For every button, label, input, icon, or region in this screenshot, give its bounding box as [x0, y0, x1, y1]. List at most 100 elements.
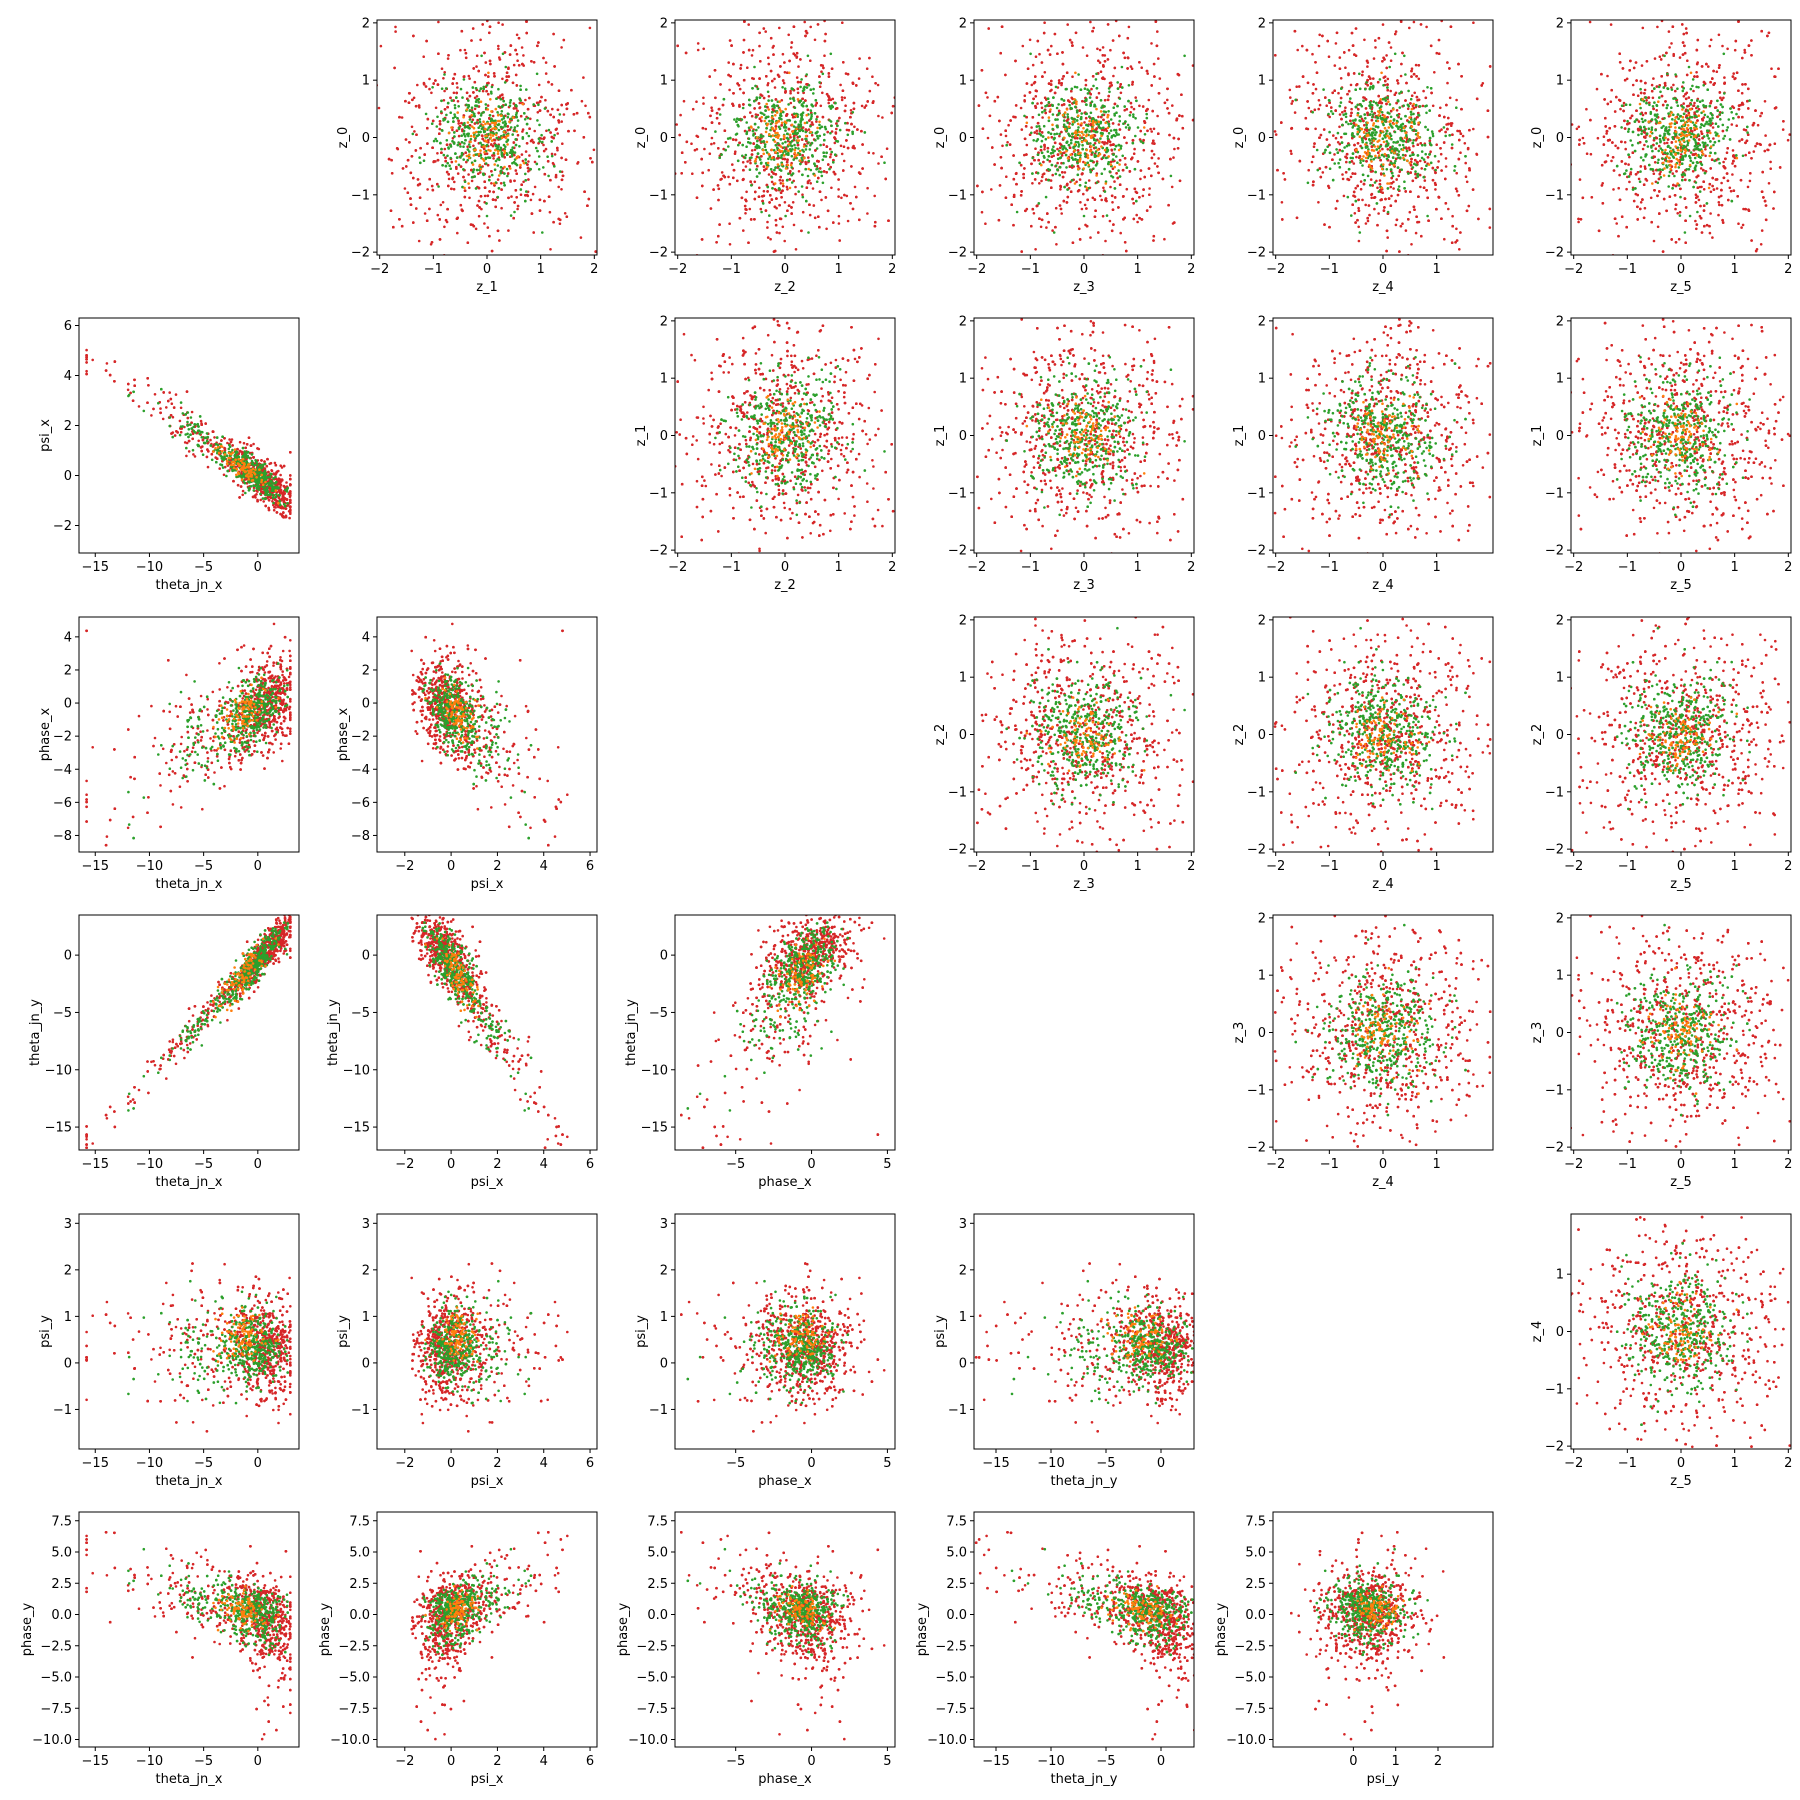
scatter-point	[471, 86, 475, 89]
scatter-point	[450, 160, 454, 164]
scatter-point	[825, 92, 829, 96]
scatter-point	[1085, 188, 1089, 192]
scatter-point	[516, 59, 519, 62]
scatter-point	[1060, 161, 1063, 165]
scatter-point	[1157, 132, 1160, 135]
scatter-point	[767, 157, 770, 161]
scatter-point	[810, 115, 813, 118]
scatter-point	[426, 188, 429, 191]
scatter-point	[435, 139, 439, 143]
scatter-point	[774, 122, 778, 125]
scatter-point	[693, 148, 697, 152]
scatter-point	[586, 204, 589, 207]
scatter-point	[1036, 39, 1040, 43]
scatter-point	[1078, 178, 1082, 181]
scatter-point	[749, 161, 752, 165]
scatter-point	[415, 133, 418, 136]
scatter-point	[1124, 163, 1127, 166]
scatter-point	[1119, 147, 1123, 150]
scatter-point	[1141, 105, 1145, 108]
scatter-point	[441, 129, 444, 132]
scatter-point	[812, 92, 815, 95]
scatter-point	[766, 90, 770, 94]
scatter-point	[1166, 98, 1169, 102]
scatter-point	[765, 75, 768, 78]
scatter-point	[805, 31, 809, 35]
scatter-point	[833, 141, 837, 145]
scatter-point	[750, 184, 753, 187]
scatter-point	[696, 48, 700, 52]
scatter-point	[772, 44, 775, 48]
scatter-point	[717, 198, 720, 202]
scatter-point	[750, 114, 754, 118]
scatter-point	[755, 96, 759, 99]
scatter-point	[1042, 31, 1046, 35]
scatter-point	[800, 103, 804, 106]
scatter-point	[741, 154, 744, 158]
scatter-point	[743, 204, 747, 208]
scatter-point	[484, 103, 488, 106]
scatter-point	[465, 103, 468, 107]
scatter-point	[457, 119, 460, 123]
scatter-point	[809, 143, 812, 147]
scatter-point	[759, 207, 763, 211]
scatter-point	[804, 134, 808, 138]
scatter-point	[499, 148, 502, 152]
scatter-point	[819, 104, 823, 108]
scatter-point	[837, 222, 841, 225]
scatter-point	[490, 118, 494, 121]
scatter-point	[807, 84, 811, 87]
scatter-point	[809, 88, 813, 91]
scatter-point	[524, 150, 528, 153]
scatter-point	[463, 48, 467, 52]
scatter-point	[1148, 193, 1151, 196]
scatter-point	[809, 59, 812, 62]
scatter-point	[778, 188, 781, 191]
scatter-point	[736, 179, 739, 183]
scatter-point	[818, 81, 821, 84]
x-tick-label: 2	[590, 262, 598, 277]
scatter-point	[407, 101, 411, 104]
scatter-point	[475, 168, 479, 172]
scatter-point	[460, 134, 464, 137]
scatter-point	[1031, 63, 1035, 67]
scatter-point	[454, 160, 458, 163]
scatter-point	[487, 132, 490, 136]
scatter-point	[422, 159, 426, 162]
scatter-point	[844, 121, 847, 125]
scatter-point	[696, 135, 700, 138]
scatter-point	[460, 151, 464, 155]
scatter-point	[756, 113, 760, 117]
scatter-point	[566, 102, 569, 105]
scatter-point	[516, 124, 519, 128]
scatter-point	[400, 224, 404, 228]
scatter-point	[761, 135, 765, 138]
scatter-point	[710, 106, 713, 109]
scatter-point	[804, 128, 808, 131]
scatter-point	[741, 143, 744, 147]
scatter-point	[456, 143, 460, 147]
scatter-point	[408, 141, 411, 144]
scatter-point	[760, 119, 763, 123]
scatter-point	[492, 182, 496, 185]
scatter-point	[762, 96, 766, 100]
scatter-point	[542, 56, 545, 60]
scatter-point	[490, 139, 494, 142]
scatter-point	[439, 203, 443, 207]
scatter-point	[394, 25, 397, 29]
scatter-point	[803, 121, 807, 125]
scatter-point	[1043, 143, 1046, 147]
scatter-point	[834, 131, 838, 134]
scatter-point	[784, 150, 787, 153]
scatter-point	[452, 116, 455, 120]
scatter-point	[1082, 192, 1085, 196]
scatter-point	[1167, 203, 1170, 207]
scatter-point	[1039, 148, 1043, 152]
scatter-point	[1047, 82, 1051, 85]
scatter-point	[756, 144, 760, 148]
scatter-point	[1034, 95, 1038, 98]
scatter-point	[1158, 77, 1162, 80]
scatter-point	[519, 84, 522, 88]
scatter-point	[456, 100, 460, 103]
scatter-point	[506, 125, 510, 128]
